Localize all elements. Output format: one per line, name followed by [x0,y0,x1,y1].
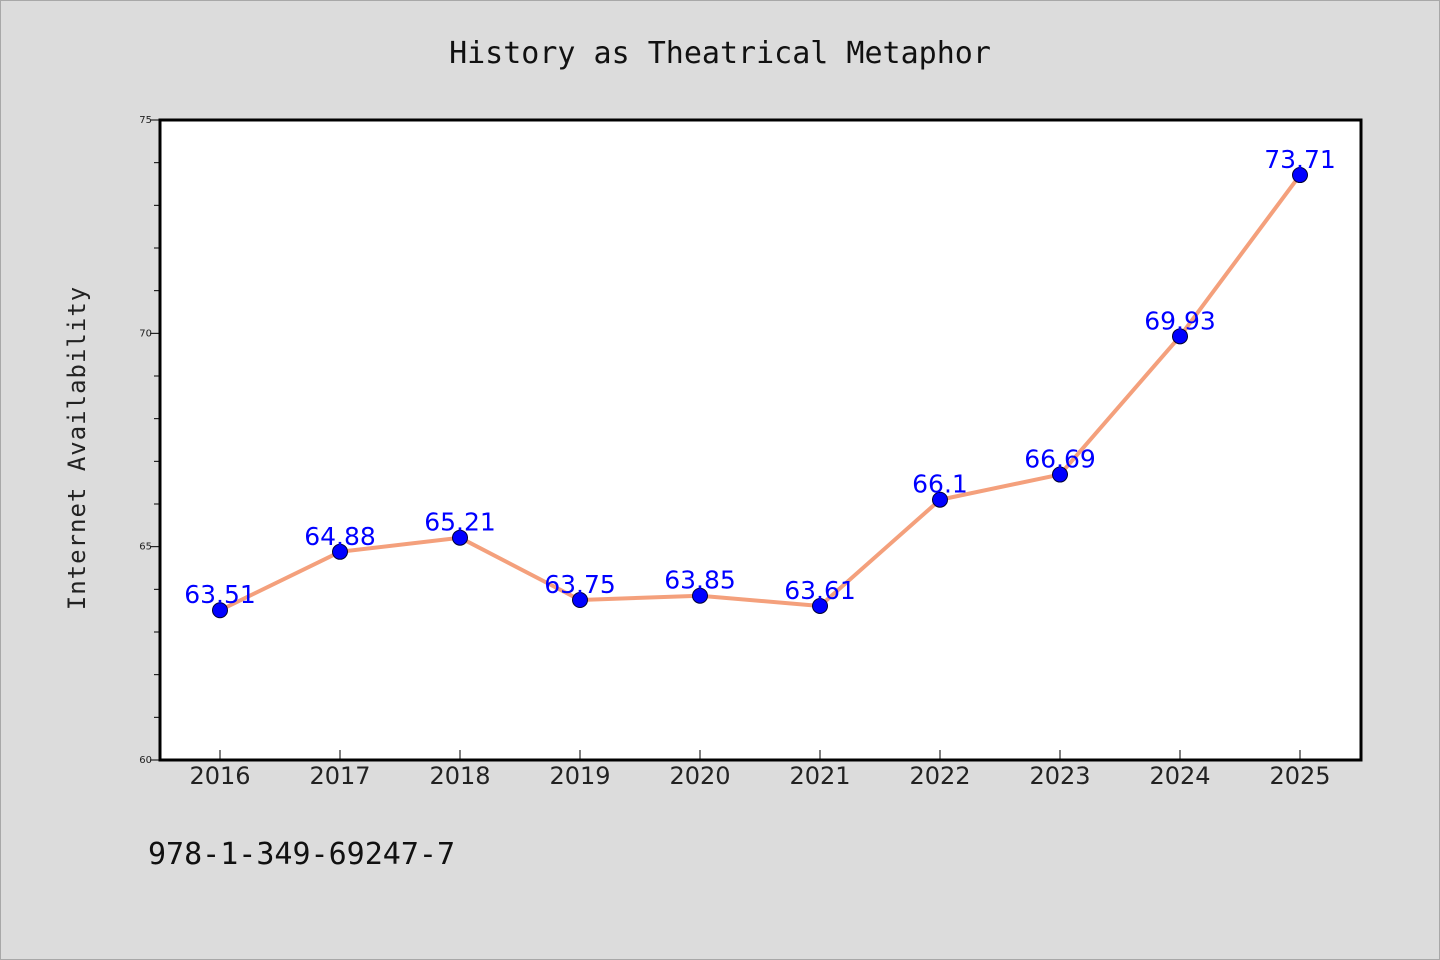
x-axis-ticks: 2016 2017 2018 2019 2020 2021 2022 2023 2024 2025 [189,750,1331,790]
x-tick-label: 2024 [1149,762,1210,790]
data-point-marker [1172,328,1188,345]
data-label: 64.88 [304,522,376,551]
x-tick-label: 2022 [909,762,970,790]
data-label: 63.51 [184,580,256,609]
data-label: 66.69 [1024,445,1096,474]
data-label: 63.75 [544,570,616,599]
data-label: 65.21 [424,508,496,537]
y-axis-label: Internet Availability [63,286,91,610]
data-label: 63.85 [664,566,736,595]
data-point-marker [452,529,468,546]
chart-title: History as Theatrical Metaphor [449,36,991,71]
data-point-marker [932,491,948,508]
y-tick-label: 70 [139,328,152,339]
data-point-marker [1292,167,1308,184]
data-point-marker [692,587,708,604]
data-point-marker [812,597,828,614]
data-point-marker [332,543,348,560]
x-tick-label: 2025 [1269,762,1330,790]
data-point-marker [212,602,228,619]
x-tick-label: 2020 [669,762,730,790]
y-axis-ticks: 60 65 70 75 [139,115,160,766]
data-label: 69.93 [1144,306,1216,335]
data-point-marker [1052,466,1068,483]
series-line-group [219,173,1302,613]
x-tick-label: 2017 [309,762,370,790]
y-tick-label: 75 [139,115,152,126]
data-label: 73.71 [1264,145,1336,174]
y-tick-label: 65 [139,542,152,553]
series-line [219,173,1302,613]
x-tick-label: 2019 [549,762,610,790]
x-tick-label: 2018 [429,762,490,790]
data-point-marker [572,592,588,608]
data-label: 66.1 [912,470,968,499]
isbn-text: 978-1-349-69247-7 [148,837,455,872]
x-tick-label: 2023 [1029,762,1090,790]
data-labels-group: 63.51 64.88 65.21 63.75 63.85 63.61 66.1 66.69 6… [184,145,1336,609]
plot-area [158,118,1363,762]
x-tick-label: 2016 [189,762,250,790]
x-tick-label: 2021 [789,762,850,790]
y-tick-label: 60 [139,755,152,766]
data-label: 63.61 [784,576,856,605]
series-markers-group [212,167,1308,619]
